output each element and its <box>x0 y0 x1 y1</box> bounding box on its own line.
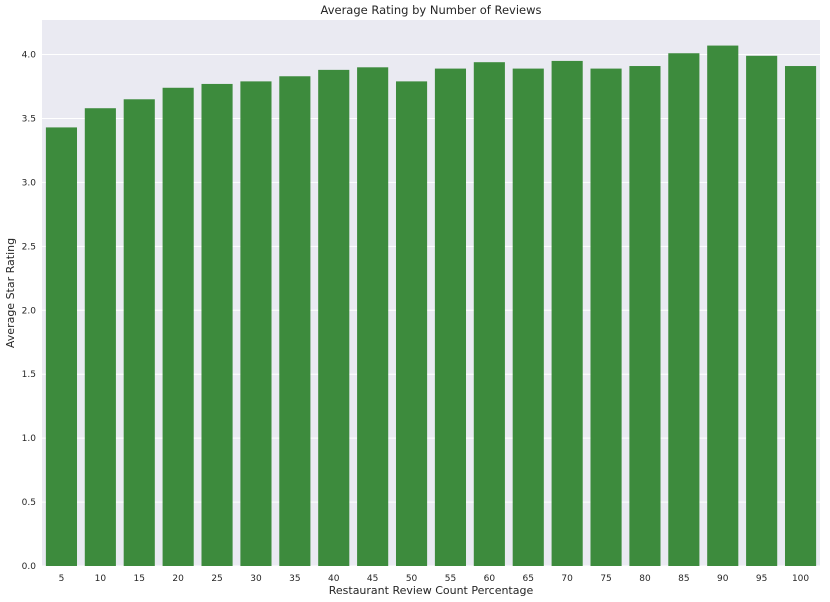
bar-85 <box>668 53 700 566</box>
x-tick-label: 90 <box>717 574 729 584</box>
x-tick-label: 85 <box>678 574 689 584</box>
x-tick-label: 65 <box>523 574 534 584</box>
bar-75 <box>590 68 622 567</box>
x-tick-label: 10 <box>95 574 107 584</box>
x-tick-label: 80 <box>639 574 651 584</box>
y-tick-label: 0.0 <box>22 562 37 572</box>
bar-60 <box>473 62 505 567</box>
bar-10 <box>84 108 116 567</box>
x-tick-label: 55 <box>445 574 456 584</box>
bar-5 <box>45 127 78 566</box>
x-tick-label: 30 <box>250 574 262 584</box>
y-tick-label: 2.5 <box>22 242 36 252</box>
y-tick-labels: 0.0 0.5 1.0 1.5 2.0 2.5 3.0 3.5 4.0 <box>22 51 37 572</box>
x-tick-label: 45 <box>367 574 378 584</box>
plot-area <box>42 20 820 566</box>
y-tick-label: 3.0 <box>22 178 37 188</box>
bar-50 <box>395 81 428 567</box>
y-tick-label: 0.5 <box>22 498 36 508</box>
x-tick-label: 70 <box>561 574 573 584</box>
x-tick-label: 75 <box>600 574 611 584</box>
bar-95 <box>746 55 778 566</box>
x-tick-label: 5 <box>59 574 65 584</box>
bar-90 <box>707 45 739 566</box>
y-axis-label: Average Star Rating <box>4 238 17 348</box>
bar-100 <box>784 66 817 567</box>
x-tick-label: 20 <box>172 574 184 584</box>
bar-70 <box>551 60 583 567</box>
bar-15 <box>123 99 155 566</box>
x-tick-labels: 5 10 15 20 25 30 35 40 45 50 55 60 65 70 75 80 85 90 95 100 <box>59 574 810 584</box>
x-axis-label: Restaurant Review Count Percentage <box>329 584 534 597</box>
bar-65 <box>512 68 544 567</box>
bars <box>45 45 817 567</box>
x-tick-label: 15 <box>134 574 145 584</box>
bar-25 <box>201 83 233 567</box>
x-tick-label: 35 <box>289 574 300 584</box>
y-tick-label: 3.5 <box>22 114 36 124</box>
bar-80 <box>629 66 661 567</box>
bar-35 <box>279 76 311 566</box>
y-tick-label: 1.5 <box>22 370 36 380</box>
x-tick-label: 40 <box>328 574 340 584</box>
bar-55 <box>434 68 467 567</box>
x-tick-label: 100 <box>792 574 809 584</box>
chart-title: Average Rating by Number of Reviews <box>321 3 542 17</box>
y-tick-label: 2.0 <box>22 306 37 316</box>
x-tick-label: 95 <box>756 574 767 584</box>
y-tick-label: 4.0 <box>22 51 37 61</box>
bar-45 <box>357 67 389 567</box>
x-tick-label: 25 <box>211 574 222 584</box>
bar-20 <box>162 87 194 566</box>
bar-30 <box>240 81 272 567</box>
y-tick-label: 1.0 <box>22 434 37 444</box>
bar-40 <box>318 69 350 567</box>
x-tick-label: 50 <box>406 574 418 584</box>
x-tick-label: 60 <box>484 574 496 584</box>
